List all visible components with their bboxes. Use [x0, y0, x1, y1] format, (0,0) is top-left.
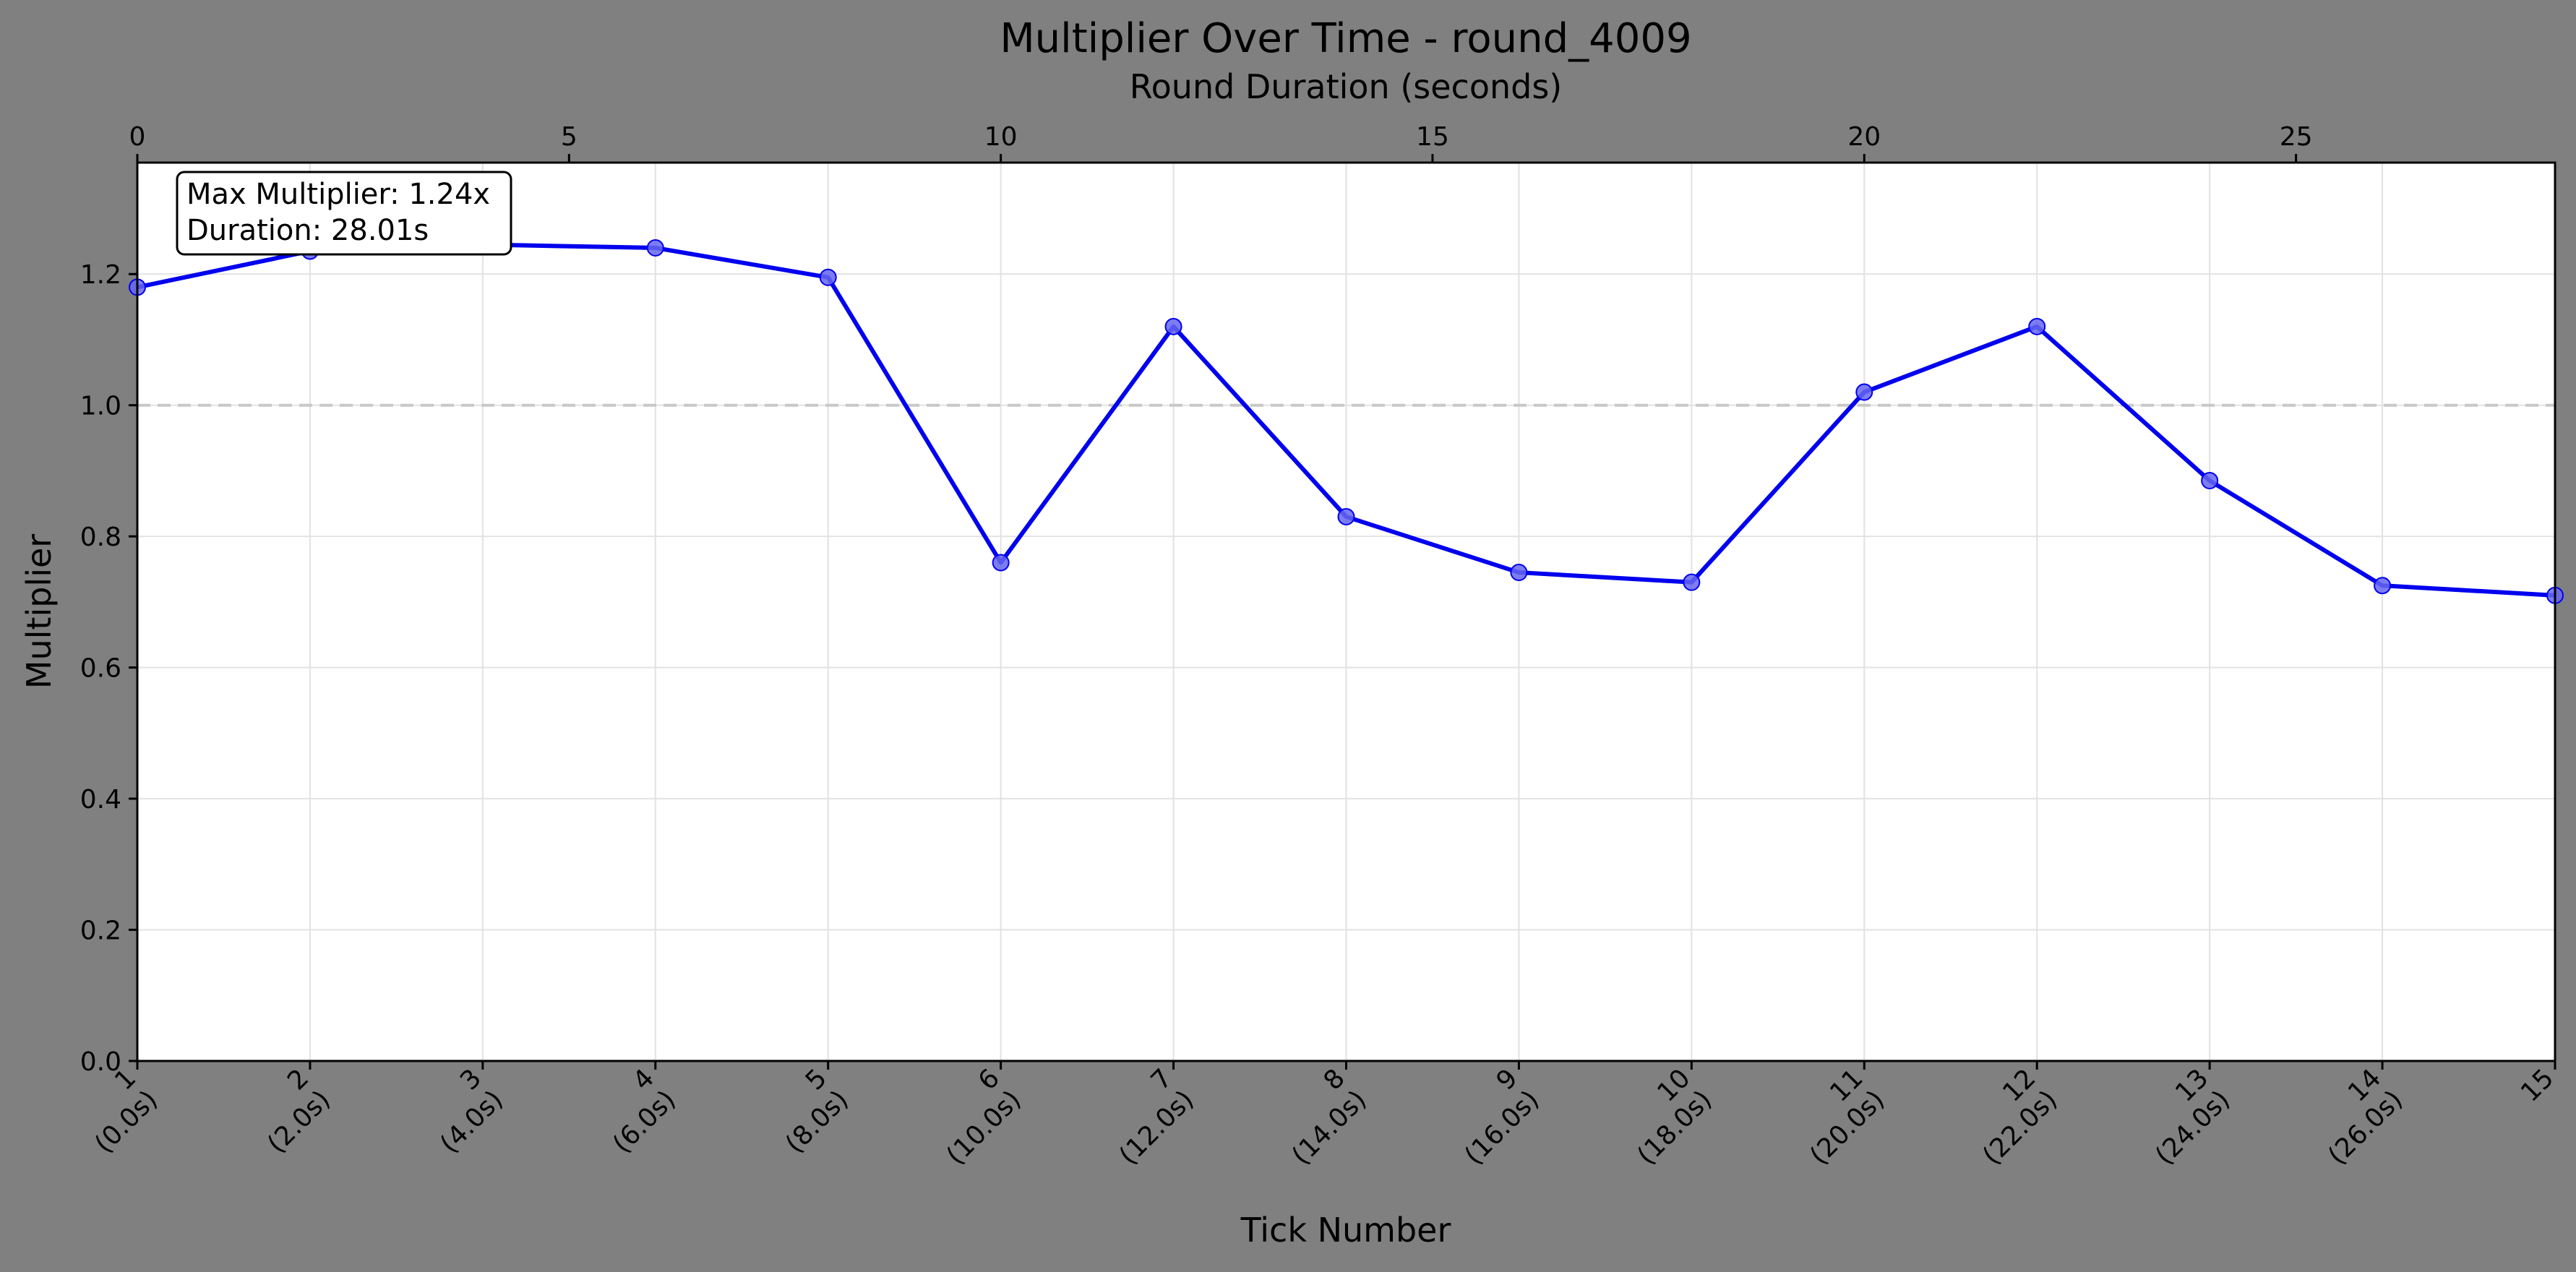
- x2-axis-ticks: 0 5 10 15 20 25: [129, 122, 2313, 163]
- x-tick-label-5: 5(8.0s): [758, 1063, 854, 1159]
- data-point-14: [2374, 577, 2392, 595]
- x-tick-label-9: 9(16.0s): [1438, 1063, 1545, 1171]
- x2-axis-label: Round Duration (seconds): [1130, 67, 1563, 106]
- y-tick-label-1: 0.2: [80, 916, 121, 946]
- x-tick-label-15: 15: [2515, 1063, 2559, 1107]
- data-point-7: [1164, 317, 1182, 335]
- data-point-9: [1510, 564, 1528, 582]
- info-max-multiplier: Max Multiplier: 1.24x: [186, 178, 490, 211]
- x-tick-label-12: 12(22.0s): [1956, 1063, 2064, 1171]
- x-tick-label-4: 4(6.0s): [586, 1063, 682, 1159]
- y-tick-label-2: 0.4: [80, 785, 121, 815]
- info-box-frame: [176, 171, 512, 256]
- x-tick-label-6: 6(10.0s): [919, 1063, 1027, 1171]
- y-axis-label: Multiplier: [20, 534, 59, 689]
- x-tick-time: (0.0s): [89, 1085, 163, 1159]
- x-tick-time: (8.0s): [780, 1085, 854, 1159]
- x-axis-ticks: 1(0.0s) 2(2.0s) 3(4.0s) 4(6.0s) 5(8.0s) 6(10.…: [68, 1061, 2559, 1171]
- y-tick-label-3: 0.6: [80, 654, 121, 684]
- x-tick-label-14: 14(26.0s): [2301, 1063, 2409, 1171]
- x-tick-label-11: 11(20.0s): [1783, 1063, 1891, 1171]
- x2-tick-label-4: 20: [1847, 122, 1881, 152]
- data-point-12: [2028, 317, 2046, 335]
- y-tick-label-5: 1.0: [80, 392, 121, 421]
- x-tick-time: (16.0s): [1459, 1085, 1545, 1171]
- x-tick-label-10: 10(18.0s): [1610, 1063, 1718, 1171]
- x-tick-label-2: 2(2.0s): [241, 1063, 336, 1159]
- data-point-13: [2201, 472, 2219, 490]
- x2-tick-label-0: 0: [129, 122, 146, 152]
- data-point-4: [646, 239, 664, 257]
- y-tick-label-4: 0.8: [80, 523, 121, 552]
- data-point-6: [992, 554, 1010, 572]
- x-tick-label-13: 13(24.0s): [2129, 1063, 2236, 1171]
- x-tick-label-3: 3(4.0s): [413, 1063, 509, 1159]
- x-tick-label-7: 7(12.0s): [1092, 1063, 1200, 1171]
- x-tick-time: (10.0s): [941, 1085, 1027, 1171]
- info-box: Max Multiplier: 1.24x Duration: 28.01s: [176, 171, 512, 256]
- x2-tick-label-2: 10: [984, 122, 1018, 152]
- x-tick-time: (2.0s): [262, 1085, 336, 1159]
- x-tick-number: 15: [2515, 1063, 2559, 1107]
- x-tick-label-8: 8(14.0s): [1265, 1063, 1373, 1171]
- x2-tick-label-3: 15: [1416, 122, 1449, 152]
- y-tick-label-0: 0.0: [80, 1047, 121, 1077]
- x2-tick-label-1: 5: [561, 122, 578, 152]
- y-tick-label-6: 1.2: [80, 260, 121, 290]
- x-tick-time: (14.0s): [1287, 1085, 1373, 1171]
- x-tick-time: (12.0s): [1114, 1085, 1200, 1171]
- info-duration: Duration: 28.01s: [186, 214, 429, 247]
- chart-title: Multiplier Over Time - round_4009: [1000, 15, 1691, 62]
- data-point-10: [1683, 573, 1701, 591]
- x-axis-label: Tick Number: [1240, 1211, 1451, 1250]
- data-point-11: [1855, 383, 1873, 401]
- x-tick-time: (6.0s): [607, 1085, 682, 1159]
- x-tick-time: (4.0s): [434, 1085, 509, 1159]
- x2-tick-label-5: 25: [2280, 122, 2313, 152]
- data-point-8: [1337, 507, 1355, 525]
- y-axis-ticks: 0.0 0.2 0.4 0.6 0.8 1.0 1.2: [80, 260, 137, 1077]
- data-point-5: [819, 268, 837, 286]
- x-tick-label-1: 1(0.0s): [68, 1063, 163, 1159]
